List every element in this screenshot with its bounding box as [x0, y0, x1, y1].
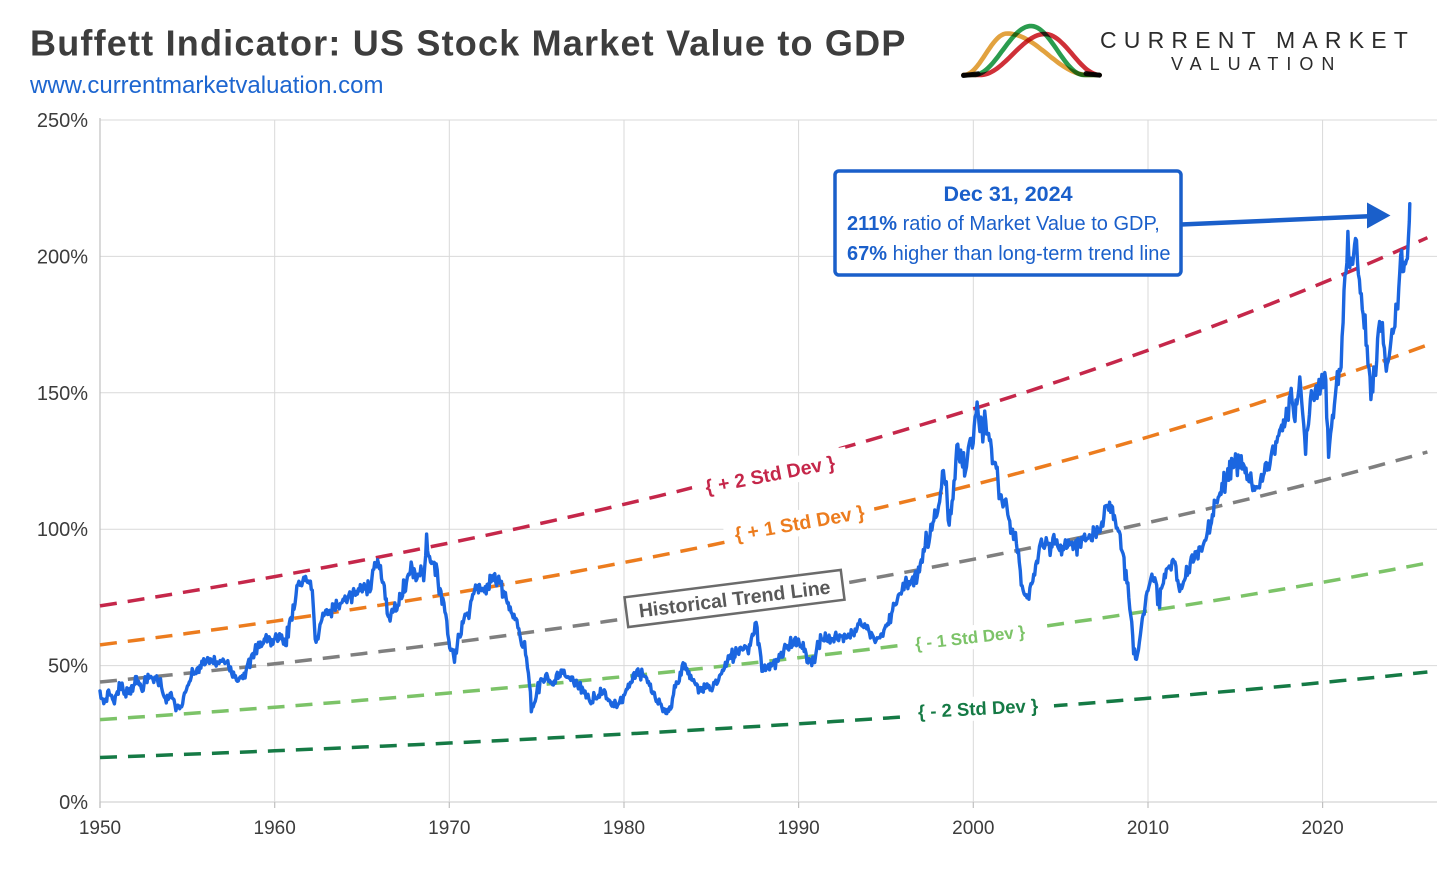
svg-text:1990: 1990 — [777, 818, 819, 839]
svg-text:100%: 100% — [37, 519, 88, 541]
svg-text:250%: 250% — [37, 110, 88, 132]
svg-text:CURRENT MARKET: CURRENT MARKET — [1100, 27, 1415, 53]
svg-text:0%: 0% — [59, 792, 88, 814]
svg-text:VALUATION: VALUATION — [1171, 54, 1342, 74]
svg-text:50%: 50% — [48, 656, 88, 678]
svg-text:1980: 1980 — [603, 818, 645, 839]
svg-text:211% ratio of Market Value to: 211% ratio of Market Value to GDP, — [847, 213, 1160, 235]
svg-text:150%: 150% — [37, 383, 88, 405]
svg-text:1970: 1970 — [428, 818, 470, 839]
svg-text:1960: 1960 — [254, 818, 296, 839]
svg-text:67% higher than long-term tren: 67% higher than long-term trend line — [847, 243, 1171, 265]
svg-text:Dec 31, 2024: Dec 31, 2024 — [943, 182, 1072, 206]
svg-text:www.currentmarketvaluation.com: www.currentmarketvaluation.com — [29, 72, 383, 99]
svg-text:Buffett Indicator: US Stock Ma: Buffett Indicator: US Stock Market Value… — [30, 23, 907, 64]
svg-text:1950: 1950 — [79, 818, 121, 839]
svg-text:2000: 2000 — [952, 818, 994, 839]
svg-text:2010: 2010 — [1127, 818, 1169, 839]
svg-text:200%: 200% — [37, 246, 88, 268]
svg-text:2020: 2020 — [1301, 818, 1343, 839]
